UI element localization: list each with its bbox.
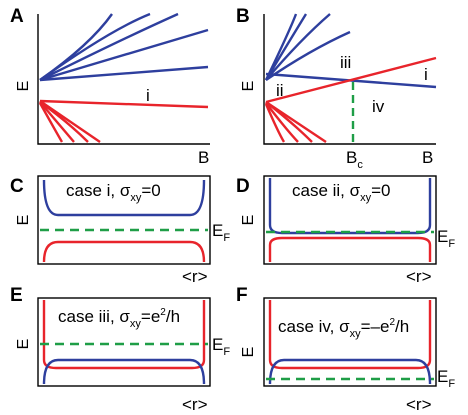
panel-c-valence-band <box>42 240 206 263</box>
panel-f-box <box>263 297 437 387</box>
panel-b-x-axis-label: B <box>422 148 433 167</box>
panel-f-label: F <box>236 285 248 306</box>
panel-c-fermi-label: EF <box>212 221 230 244</box>
panel-b: B ii iii iv i E B Bc <box>236 6 437 171</box>
panel-d-label: D <box>236 176 250 197</box>
panel-e-fermi-label: EF <box>212 335 230 358</box>
panel-e-y-axis-label: E <box>15 339 32 350</box>
panel-e-valence-band <box>42 300 206 370</box>
panel-f-y-axis-label: E <box>240 347 257 358</box>
panel-c-conduction-band <box>42 179 206 217</box>
panel-b-critical-field-label: Bc <box>346 148 363 171</box>
panel-a: A i E B <box>10 6 210 167</box>
panel-b-annotation-iv: iv <box>372 97 385 116</box>
panel-e: E case iii, σxy=e2/h E EF <r> <box>10 285 230 414</box>
panel-d-valence-band <box>268 236 432 262</box>
panel-b-red-levels <box>264 56 437 143</box>
panel-d: D case ii, σxy=0 E EF <r> <box>236 175 455 286</box>
panel-b-y-axis-label: E <box>240 81 257 92</box>
panel-f-valence-band <box>268 300 432 370</box>
panel-b-annotation-ii: ii <box>276 81 284 100</box>
panel-a-x-axis-label: B <box>198 148 209 167</box>
panel-f-fermi-label: EF <box>437 367 455 390</box>
panel-b-axes <box>263 14 436 145</box>
panel-e-box <box>37 297 211 387</box>
panel-c-x-axis-label: <r> <box>182 267 208 286</box>
panel-b-annotation-i: i <box>424 65 428 84</box>
panel-a-y-axis-label: E <box>15 81 32 92</box>
panel-e-case-label: case iii, σxy=e2/h <box>58 307 180 330</box>
panel-b-annotation-iii: iii <box>340 53 351 72</box>
panel-d-case-label: case ii, σxy=0 <box>292 181 391 204</box>
panel-a-axes <box>37 14 210 145</box>
panel-c-case-label: case i, σxy=0 <box>66 181 161 204</box>
panel-e-x-axis-label: <r> <box>182 395 208 414</box>
panel-f-x-axis-label: <r> <box>406 395 432 414</box>
panel-c-box <box>37 175 211 265</box>
panel-a-annotation-i: i <box>146 86 150 105</box>
panel-a-red-levels <box>38 99 209 143</box>
panel-d-fermi-label: EF <box>437 227 455 250</box>
panel-f: F case iv, σxy=–e2/h E EF <r> <box>236 285 455 414</box>
panel-a-label: A <box>10 6 24 27</box>
panel-d-box <box>263 175 437 265</box>
panel-b-blue-levels <box>264 13 437 89</box>
panel-d-y-axis-label: E <box>240 215 257 226</box>
panel-c-label: C <box>10 176 24 197</box>
panel-c-y-axis-label: E <box>15 215 32 226</box>
panel-c: C case i, σxy=0 E EF <r> <box>10 175 230 286</box>
panel-f-case-label: case iv, σxy=–e2/h <box>278 317 409 340</box>
panel-d-x-axis-label: <r> <box>406 267 432 286</box>
panel-e-conduction-band <box>42 358 206 385</box>
panel-e-label: E <box>10 285 23 306</box>
panel-f-conduction-band <box>268 358 432 385</box>
panel-a-blue-levels <box>39 12 209 82</box>
panel-b-label: B <box>236 6 250 27</box>
